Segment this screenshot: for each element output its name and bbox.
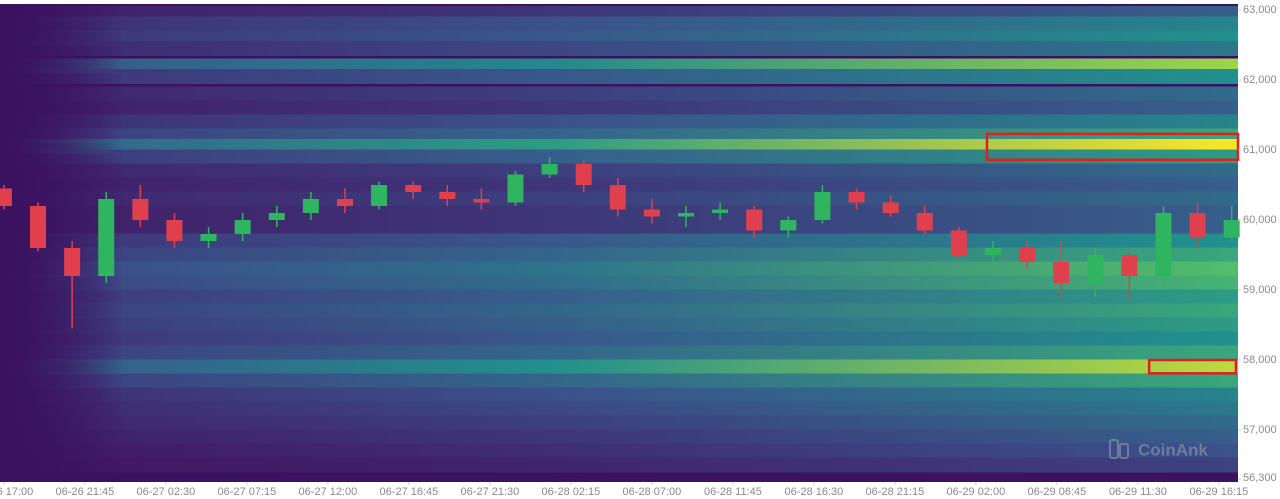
watermark-group: CoinAnk bbox=[1109, 439, 1208, 459]
highlights bbox=[985, 132, 1240, 375]
heatmap-band bbox=[0, 163, 1238, 179]
candle-body bbox=[746, 209, 763, 231]
heatmap-band bbox=[0, 359, 1238, 375]
heatmap-band bbox=[0, 100, 1238, 116]
candle-body bbox=[541, 164, 558, 175]
candle-body bbox=[882, 202, 899, 213]
x-tick-label: 06-28 02:15 bbox=[542, 486, 601, 498]
candle-body bbox=[984, 248, 1001, 255]
candle-body bbox=[132, 199, 149, 220]
x-tick-label: 06-27 12:00 bbox=[299, 486, 358, 498]
heatmap-band bbox=[0, 41, 1238, 56]
candles bbox=[0, 157, 1240, 329]
watermark-icon bbox=[1119, 443, 1129, 459]
candle-body bbox=[0, 188, 12, 206]
heatmap-band bbox=[0, 69, 1238, 84]
candle-body bbox=[64, 248, 81, 276]
candle-body bbox=[473, 199, 490, 203]
x-tick-label: 06-28 16:30 bbox=[785, 486, 844, 498]
candle-body bbox=[439, 192, 456, 199]
x-tick-label: 06-26 21:45 bbox=[56, 486, 115, 498]
heatmap-band bbox=[0, 219, 1238, 235]
candle-body bbox=[234, 220, 251, 234]
x-tick-label: 06-27 21:30 bbox=[461, 486, 520, 498]
heatmap-band bbox=[0, 317, 1238, 333]
y-tick-label: 59,000 bbox=[1243, 284, 1277, 296]
candle-body bbox=[1019, 248, 1036, 262]
heatmap-band bbox=[0, 387, 1238, 403]
candle-body bbox=[712, 209, 729, 213]
x-tick-label: 06-28 11:45 bbox=[704, 486, 762, 498]
axes: 56,300 57,000 58,000 59,000 60,000 61,000 62,0… bbox=[0, 4, 1277, 498]
heatmap-band bbox=[0, 331, 1238, 347]
x-tick-label: 06-26 17:00 bbox=[0, 486, 33, 498]
heatmap-band bbox=[0, 443, 1238, 459]
heatmap-band bbox=[0, 16, 1238, 32]
x-tick-label: 06-27 07:15 bbox=[218, 486, 277, 498]
heatmap-band bbox=[0, 149, 1238, 165]
candle-body bbox=[1189, 213, 1206, 238]
heatmap-band bbox=[0, 303, 1238, 319]
candle-body bbox=[1087, 255, 1104, 283]
candle-body bbox=[678, 213, 695, 217]
candle-body bbox=[1155, 213, 1172, 276]
y-tick-label: 60,000 bbox=[1243, 214, 1277, 226]
candle-body bbox=[507, 174, 524, 203]
x-tick-label: 06-28 21:15 bbox=[866, 486, 925, 498]
x-tick-label: 06-27 02:30 bbox=[137, 486, 196, 498]
watermark-icon bbox=[1109, 439, 1119, 459]
candle-body bbox=[1121, 255, 1138, 276]
candle-body bbox=[916, 213, 933, 231]
heatmap-band bbox=[0, 457, 1238, 473]
heatmap-band bbox=[0, 86, 1238, 102]
heatmap bbox=[0, 6, 1238, 473]
candle-body bbox=[848, 192, 865, 203]
candle-body bbox=[950, 230, 967, 255]
heatmap-band bbox=[0, 275, 1238, 291]
x-tick-label: 06-29 02:00 bbox=[947, 486, 1006, 498]
x-tick-label: 06-27 16:45 bbox=[380, 486, 439, 498]
heatmap-band bbox=[0, 247, 1238, 263]
candle-body bbox=[643, 209, 660, 217]
heatmap-band bbox=[0, 233, 1238, 249]
candle-body bbox=[609, 185, 626, 210]
x-tick-label: 06-29 11:30 bbox=[1109, 486, 1167, 498]
candle-body bbox=[166, 220, 183, 241]
x-tick-label: 06-29 16:15 bbox=[1190, 486, 1249, 498]
candle-body bbox=[200, 234, 217, 241]
heatmap-band bbox=[0, 373, 1238, 389]
candle-body bbox=[98, 199, 115, 276]
heatmap-band bbox=[0, 289, 1238, 305]
y-tick-label: 61,000 bbox=[1243, 144, 1277, 156]
heatmap-band bbox=[0, 401, 1238, 417]
highlight-box bbox=[1147, 358, 1238, 375]
candle-body bbox=[336, 199, 353, 206]
candle-body bbox=[780, 220, 797, 231]
x-tick-label: 06-29 06:45 bbox=[1028, 486, 1087, 498]
y-tick-label: 56,300 bbox=[1243, 472, 1277, 484]
candle-body bbox=[405, 185, 422, 192]
candle-body bbox=[814, 192, 831, 220]
watermark: CoinAnk bbox=[1138, 440, 1208, 459]
candle-body bbox=[268, 213, 285, 220]
candle-body bbox=[371, 185, 388, 206]
candle-body bbox=[302, 199, 319, 213]
heatmap-band bbox=[0, 114, 1238, 130]
heatmap-band bbox=[0, 415, 1238, 431]
candle-body bbox=[1053, 262, 1070, 283]
candle-body bbox=[30, 206, 47, 248]
candle-body bbox=[1223, 220, 1240, 238]
y-tick-label: 63,000 bbox=[1243, 4, 1277, 16]
y-tick-label: 62,000 bbox=[1243, 74, 1277, 86]
y-tick-label: 57,000 bbox=[1243, 424, 1277, 436]
heatmap-band bbox=[0, 429, 1238, 445]
heatmap-band bbox=[0, 345, 1238, 361]
highlight-box bbox=[985, 132, 1240, 162]
y-tick-label: 58,000 bbox=[1243, 354, 1277, 366]
x-tick-label: 06-28 07:00 bbox=[623, 486, 682, 498]
candle-body bbox=[575, 164, 592, 185]
heatmap-band bbox=[0, 261, 1238, 277]
